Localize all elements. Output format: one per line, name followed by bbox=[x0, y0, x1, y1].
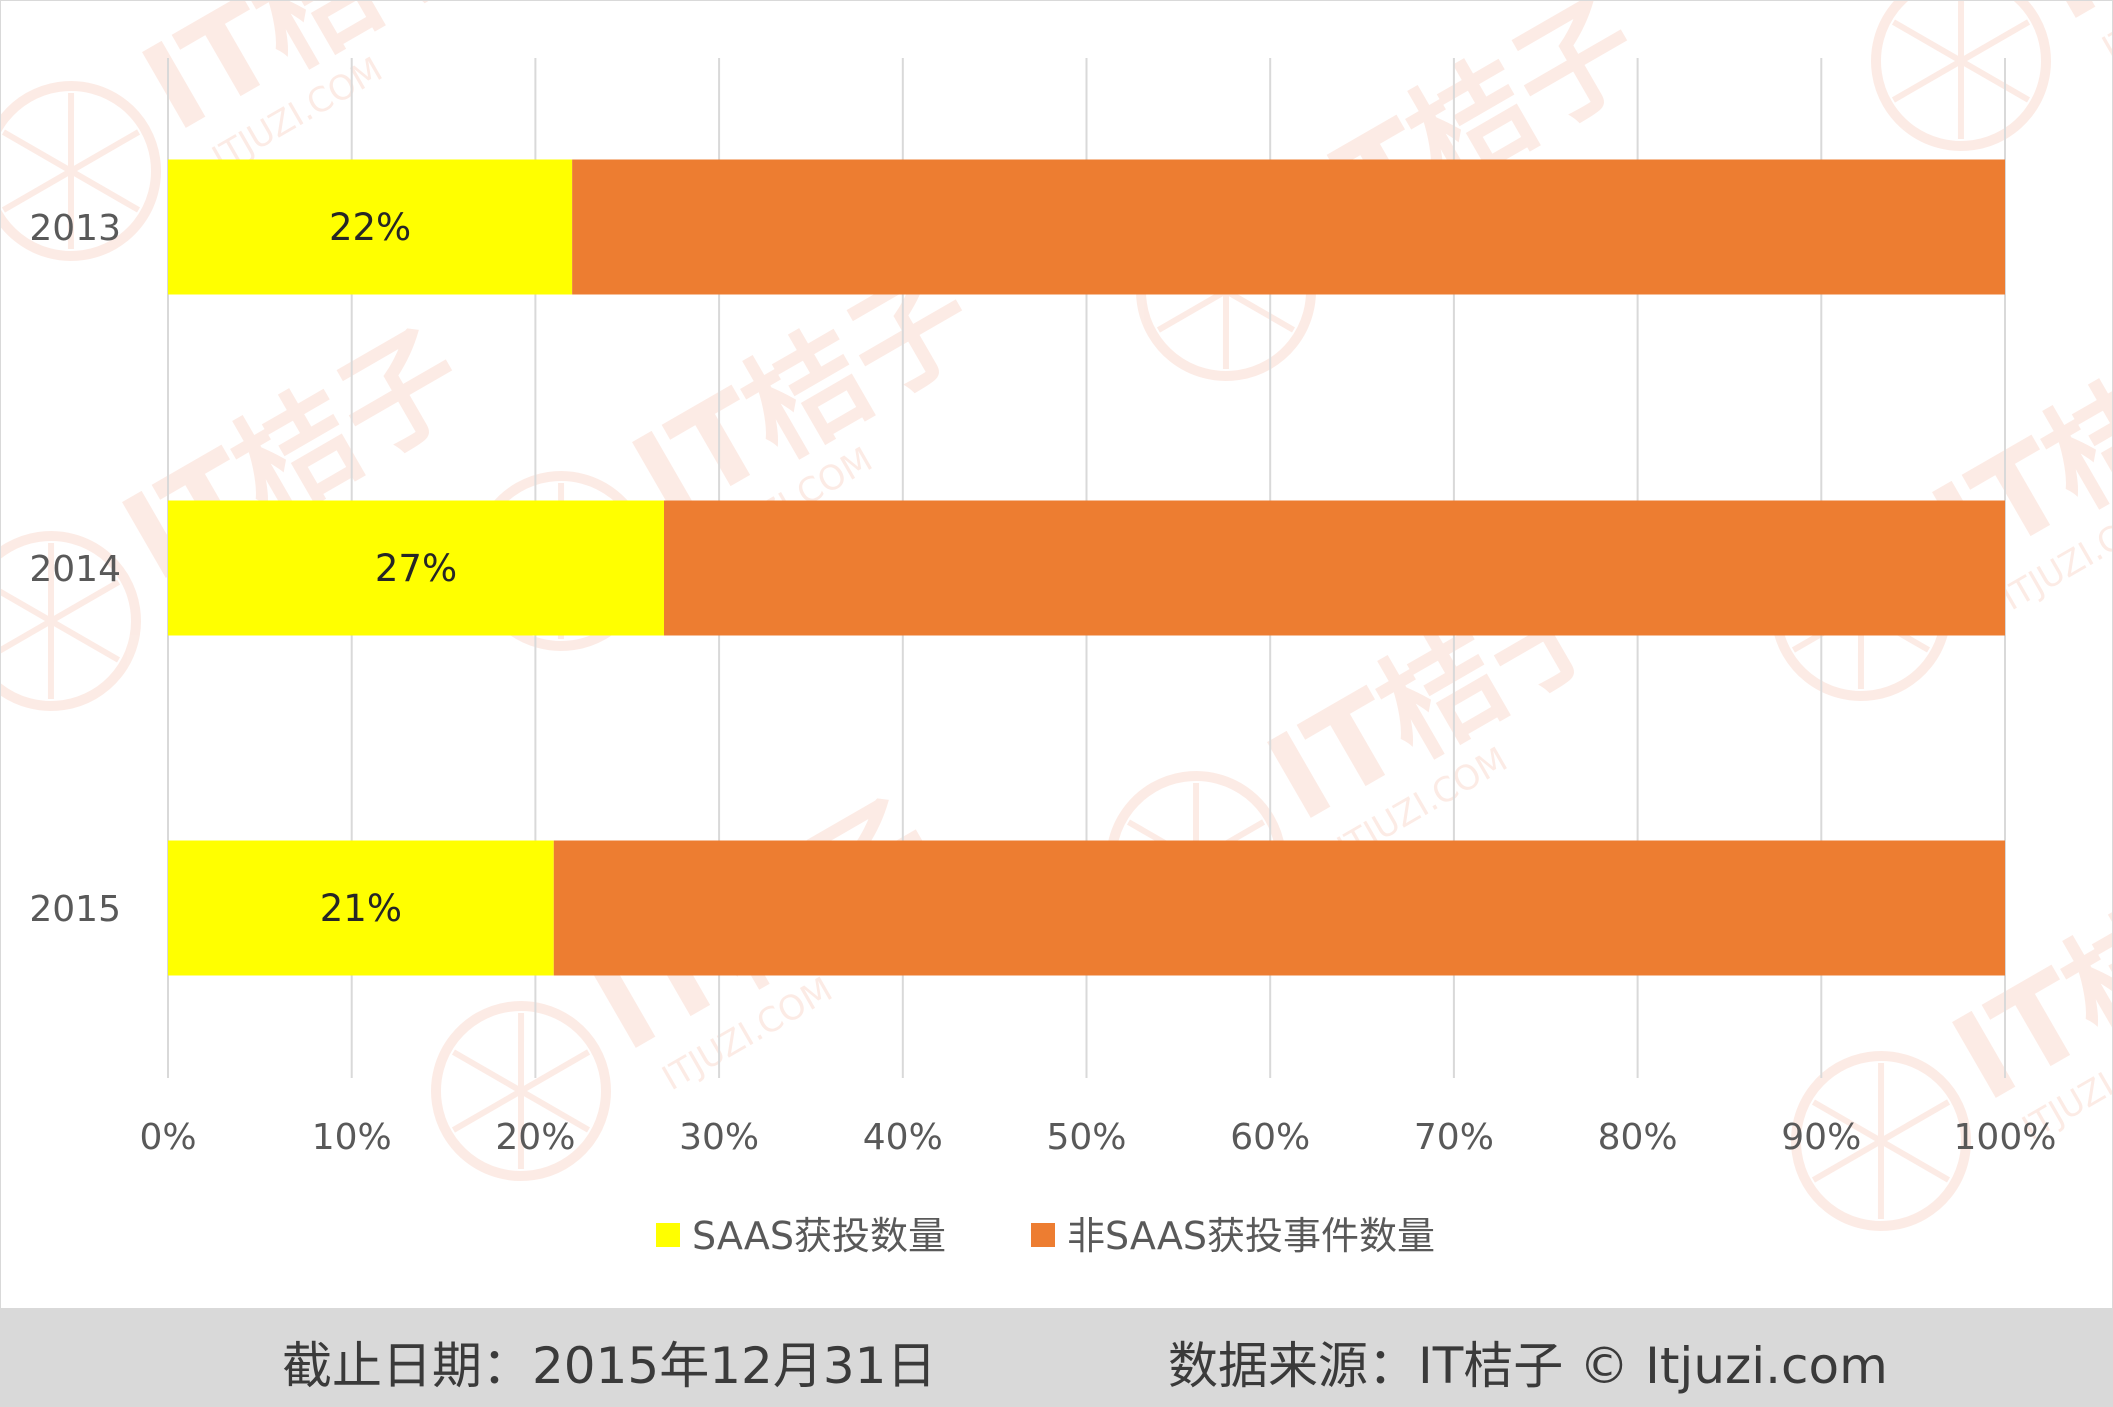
svg-text:IT桔子: IT桔子 bbox=[121, 1, 508, 158]
x-tick-label: 0% bbox=[139, 1117, 196, 1158]
chart: IT桔子ITJUZI.COMIT桔子ITJUZI.COMIT桔子ITJUZI.C… bbox=[1, 1, 2112, 1258]
legend-label: SAAS获投数量 bbox=[692, 1214, 946, 1258]
y-tick-label: 2015 bbox=[29, 889, 121, 930]
x-tick-label: 80% bbox=[1598, 1117, 1678, 1158]
x-axis: 0% 10% 20% 30% 40% 50% 60% 70% 80% 90% 100% bbox=[139, 1117, 2056, 1158]
legend-item-non-saas: 非SAAS获投事件数量 bbox=[1031, 1214, 1435, 1258]
x-tick-label: 40% bbox=[863, 1117, 943, 1158]
footer-bar: 截止日期：2015年12月31日 数据来源：IT桔子 © Itjuzi.com bbox=[0, 1308, 2113, 1407]
bar-saas bbox=[168, 840, 554, 976]
data-source: 数据来源：IT桔子 © Itjuzi.com bbox=[1168, 1337, 1888, 1395]
x-tick-label: 60% bbox=[1230, 1117, 1310, 1158]
chart-frame: IT桔子ITJUZI.COMIT桔子ITJUZI.COMIT桔子ITJUZI.C… bbox=[0, 0, 2113, 1309]
x-tick-label: 90% bbox=[1781, 1117, 1861, 1158]
bar-non-saas bbox=[663, 500, 2005, 636]
x-tick-label: 30% bbox=[679, 1117, 759, 1158]
bar-non-saas bbox=[572, 159, 2005, 295]
bar-saas bbox=[168, 500, 664, 636]
legend-swatch bbox=[1031, 1223, 1055, 1247]
x-tick-label: 70% bbox=[1414, 1117, 1494, 1158]
x-tick-label: 20% bbox=[495, 1117, 575, 1158]
x-tick-label: 10% bbox=[312, 1117, 392, 1158]
data-labels: 22% 27% 21% bbox=[320, 206, 457, 930]
legend-label: 非SAAS获投事件数量 bbox=[1067, 1214, 1435, 1258]
legend: SAAS获投数量 非SAAS获投事件数量 bbox=[656, 1214, 1435, 1258]
legend-item-saas: SAAS获投数量 bbox=[656, 1214, 946, 1258]
x-tick-label: 50% bbox=[1046, 1117, 1126, 1158]
x-tick-label: 100% bbox=[1954, 1117, 2057, 1158]
y-tick-label: 2014 bbox=[29, 549, 121, 590]
bar-saas bbox=[168, 159, 573, 295]
cutoff-date: 截止日期：2015年12月31日 bbox=[282, 1337, 937, 1395]
bars bbox=[168, 159, 2005, 976]
bar-data-label: 21% bbox=[320, 887, 402, 930]
bar-non-saas bbox=[553, 840, 2005, 976]
bar-data-label: 22% bbox=[329, 206, 411, 249]
y-tick-label: 2013 bbox=[29, 208, 121, 249]
legend-swatch bbox=[656, 1223, 680, 1247]
bar-data-label: 27% bbox=[375, 547, 457, 590]
y-axis: 2013 2014 2015 bbox=[29, 208, 121, 930]
